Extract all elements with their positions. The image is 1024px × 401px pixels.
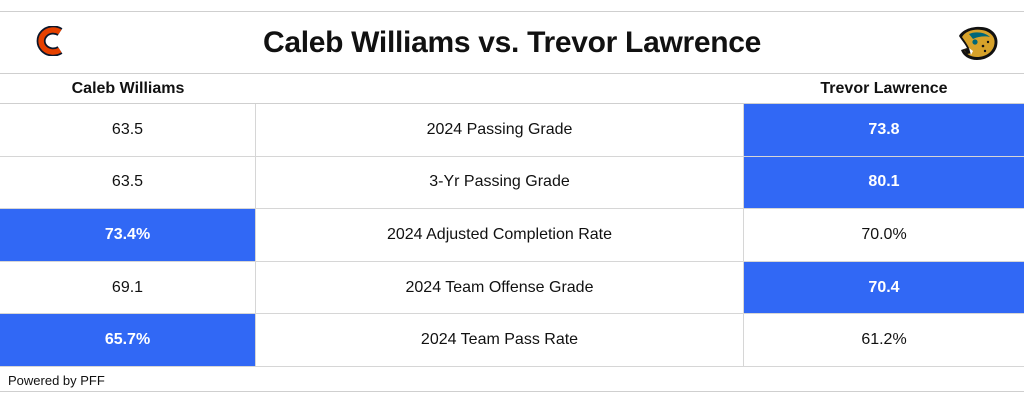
footer-credit: Powered by PFF — [8, 373, 105, 388]
column-header-trevor-lawrence: Trevor Lawrence — [820, 80, 948, 97]
trevor-lawrence-value: 70.4 — [744, 261, 1024, 314]
metric-label: 2024 Passing Grade — [256, 104, 744, 156]
trevor-lawrence-value: 73.8 — [744, 104, 1024, 156]
table-row: 73.4% 2024 Adjusted Completion Rate 70.0% — [0, 209, 1024, 262]
metric-label: 3-Yr Passing Grade — [256, 156, 744, 209]
caleb-williams-value: 65.7% — [0, 314, 256, 366]
comparison-table: 63.5 2024 Passing Grade 73.8 63.5 3-Yr Passi… — [0, 103, 1024, 367]
caleb-williams-value: 73.4% — [0, 209, 256, 261]
caleb-williams-value: 69.1 — [0, 261, 256, 314]
page-title: Caleb Williams vs. Trevor Lawrence — [262, 26, 762, 59]
metric-label: 2024 Team Pass Rate — [256, 314, 744, 366]
trevor-lawrence-value: 70.0% — [861, 225, 907, 243]
trevor-lawrence-value: 61.2% — [861, 331, 907, 349]
table-frame — [0, 11, 1024, 392]
caleb-williams-value: 63.5 — [0, 104, 256, 156]
bears-c-logo-icon — [36, 26, 63, 56]
table-row: 69.1 2024 Team Offense Grade 70.4 — [0, 261, 1024, 315]
trevor-lawrence-value: 80.1 — [744, 156, 1024, 209]
metric-label: 2024 Adjusted Completion Rate — [256, 209, 744, 261]
table-row: 65.7% 2024 Team Pass Rate 61.2% — [0, 314, 1024, 367]
jaguars-head-logo-icon — [959, 26, 998, 61]
header: Caleb Williams vs. Trevor Lawrence — [0, 12, 1024, 74]
table-row: 63.5 2024 Passing Grade 73.8 — [0, 104, 1024, 157]
caleb-williams-value: 63.5 — [0, 156, 256, 209]
column-header-caleb-williams: Caleb Williams — [71, 80, 185, 97]
table-row: 63.5 3-Yr Passing Grade 80.1 — [0, 156, 1024, 210]
metric-label: 2024 Team Offense Grade — [256, 261, 744, 314]
